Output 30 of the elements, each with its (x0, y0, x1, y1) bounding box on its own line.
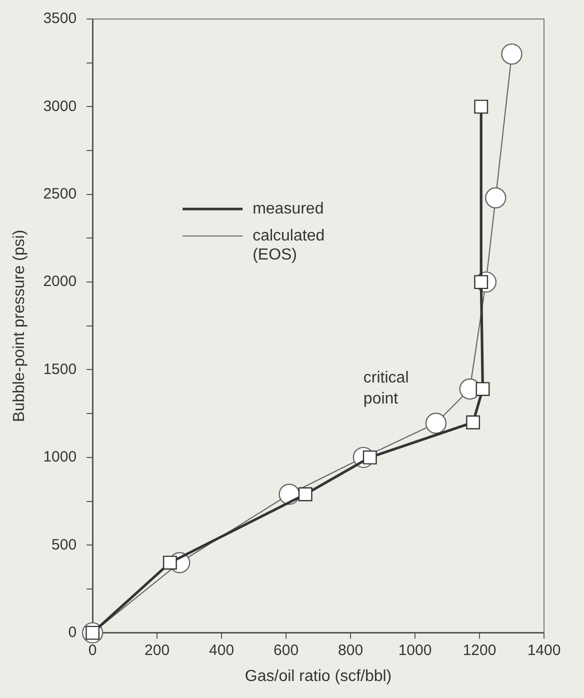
x-axis-title: Gas/oil ratio (scf/bbl) (244, 668, 392, 685)
point (466, 415, 480, 430)
legend-label: calculated (EOS) (252, 227, 325, 264)
point (501, 43, 522, 65)
y-tick-label: 3000 (43, 98, 77, 115)
y-tick-label: 0 (68, 624, 77, 641)
y-tick-label: 2500 (43, 186, 77, 203)
point (362, 450, 377, 464)
point (474, 100, 488, 114)
y-tick-label: 3500 (43, 10, 77, 28)
y-tick-label: 500 (52, 536, 77, 554)
x-tick-label: 1400 (527, 642, 561, 659)
x-tick-label: 800 (338, 642, 364, 659)
point (476, 382, 490, 396)
point (425, 412, 447, 434)
point (485, 187, 506, 208)
point (298, 487, 312, 502)
x-tick-label: 1000 (398, 642, 432, 659)
legend-label: measured (252, 200, 324, 218)
y-tick-label: 2000 (43, 273, 77, 290)
y-axis-title: Bubble-point pressure (psi) (11, 230, 28, 422)
y-tick-label: 1000 (43, 448, 77, 466)
point (162, 556, 177, 570)
x-tick-label: 400 (209, 642, 234, 659)
x-tick-label: 0 (88, 642, 97, 659)
x-tick-label: 600 (274, 642, 299, 659)
x-tick-label: 200 (144, 642, 170, 659)
y-tick-label: 1500 (43, 360, 77, 378)
x-tick-label: 1200 (462, 642, 496, 659)
annotation: critical point (363, 369, 409, 408)
